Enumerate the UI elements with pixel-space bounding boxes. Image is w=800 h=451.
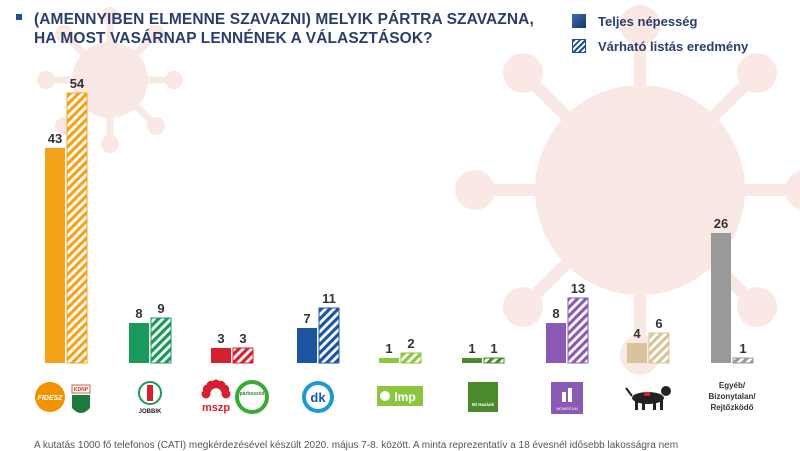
- dog-leg: [660, 400, 663, 410]
- bar-solid-4: [379, 358, 399, 363]
- lmp-logo-text: lmp: [394, 390, 415, 404]
- bar-solid-6: [546, 323, 566, 363]
- dog-head: [661, 386, 671, 396]
- bar-hatched-5: [483, 357, 505, 364]
- data-label-2-0: 3: [217, 331, 224, 346]
- bar-solid-1: [129, 323, 149, 363]
- bar-hatched-3: [318, 307, 340, 364]
- data-label-4-0: 1: [385, 341, 392, 356]
- other-category-label-line: Bizonytalan/: [708, 392, 756, 401]
- bar-solid-8: [711, 233, 731, 363]
- bar-solid-2: [211, 348, 231, 363]
- bar-solid-3: [297, 328, 317, 363]
- dog-leg: [653, 400, 656, 410]
- bar-hatched-7: [648, 332, 670, 364]
- momentum-bar-icon: [568, 388, 572, 402]
- chart-title: (AMENNYIBEN ELMENNE SZAVAZNI) MELYIK PÁR…: [34, 10, 534, 48]
- legend-item-hatched: Várható listás eredmény: [572, 35, 748, 57]
- logo-fidesz: FIDESZ KDNP: [35, 382, 91, 413]
- data-label-1-1: 9: [157, 301, 164, 316]
- kdnp-label-box: [71, 384, 91, 394]
- data-label-6-1: 13: [571, 281, 585, 296]
- data-label-5-0: 1: [468, 341, 475, 356]
- footnote: A kutatás 1000 fő telefonos (CATI) megké…: [34, 440, 679, 451]
- fidesz-logo-circle: [35, 382, 65, 412]
- lmp-plus-icon: [380, 391, 390, 401]
- legend-swatch-hatched: [572, 39, 586, 53]
- data-label-8-0: 26: [714, 216, 728, 231]
- logo-lmp: lmp: [377, 386, 423, 406]
- dk-logo-inner: [306, 385, 330, 409]
- jobbik-cross-icon: [147, 385, 153, 401]
- kdnp-shield-icon: [72, 395, 90, 413]
- logo-dk: dk: [302, 381, 334, 413]
- dog-red-mark: [644, 392, 650, 396]
- logo-mkkp-dog-icon: [625, 386, 671, 410]
- dog-leg: [642, 400, 645, 410]
- dog-leg: [635, 400, 638, 410]
- data-label-1-0: 8: [135, 306, 142, 321]
- data-label-6-0: 8: [552, 306, 559, 321]
- data-label-3-1: 11: [322, 291, 336, 306]
- parbeszed-logo-circle: [235, 380, 269, 414]
- other-category-label-line: Rejtőzködő: [710, 403, 753, 412]
- other-category-label-line: Egyéb/: [719, 381, 746, 390]
- chart-title-line2: HA MOST VASÁRNAP LENNÉNEK A VÁLASZTÁSOK?: [34, 30, 433, 47]
- bar-solid-0: [45, 148, 65, 363]
- data-label-4-1: 2: [407, 336, 414, 351]
- legend-swatch-solid: [572, 14, 586, 28]
- data-label-7-1: 6: [655, 316, 662, 331]
- bar-hatched-6: [567, 297, 589, 364]
- jobbik-logo-text: JOBBIK: [139, 409, 162, 415]
- bar-hatched-4: [400, 352, 422, 364]
- virus-shape-right: [455, 5, 800, 375]
- dog-tail: [625, 387, 633, 397]
- data-label-7-0: 4: [633, 326, 641, 341]
- fidesz-logo-text: FIDESZ: [38, 395, 64, 402]
- logo-momentum: MOMENTUM: [551, 382, 583, 414]
- logo-mszp-parbeszed: mszp párbeszéd: [201, 379, 269, 414]
- momentum-logo-box: [551, 382, 583, 414]
- momentum-bar-icon: [562, 392, 566, 402]
- data-label-0-0: 43: [48, 131, 62, 146]
- chart-title-line1: (AMENNYIBEN ELMENNE SZAVAZNI) MELYIK PÁR…: [34, 11, 534, 28]
- data-label-5-1: 1: [490, 341, 497, 356]
- title-bullet: [16, 14, 22, 20]
- data-label-3-0: 7: [303, 311, 310, 326]
- legend-label-solid: Teljes népesség: [598, 13, 698, 29]
- bar-solid-5: [462, 358, 482, 363]
- data-label-8-1: 1: [739, 341, 746, 356]
- bar-hatched-0: [66, 92, 88, 364]
- logo-mi-hazank: Mi Hazánk: [468, 382, 498, 412]
- mi-hazank-logo-box: [468, 382, 498, 412]
- kdnp-logo-text: KDNP: [74, 387, 89, 393]
- bar-hatched-8: [732, 357, 754, 364]
- bar-hatched-1: [150, 317, 172, 364]
- legend-label-hatched: Várható listás eredmény: [598, 38, 749, 54]
- momentum-logo-text: MOMENTUM: [557, 407, 578, 411]
- mszp-rose-petal: [221, 389, 231, 399]
- legend: Teljes népesség Várható listás eredmény: [572, 10, 748, 60]
- bar-solid-7: [627, 343, 647, 363]
- legend-item-solid: Teljes népesség: [572, 10, 748, 32]
- dk-logo-text: dk: [310, 390, 326, 405]
- logo-egyeb: Egyéb/Bizonytalan/Rejtőzködő: [708, 381, 756, 412]
- bar-hatched-2: [232, 347, 254, 364]
- parbeszed-logo-text: párbeszéd: [240, 391, 265, 397]
- data-label-2-1: 3: [239, 331, 246, 346]
- mi-hazank-logo-text: Mi Hazánk: [472, 402, 495, 407]
- logo-jobbik: JOBBIK: [138, 381, 162, 415]
- mszp-logo-text: mszp: [202, 402, 230, 414]
- lmp-logo-box: [377, 386, 423, 406]
- data-label-0-1: 54: [70, 76, 85, 91]
